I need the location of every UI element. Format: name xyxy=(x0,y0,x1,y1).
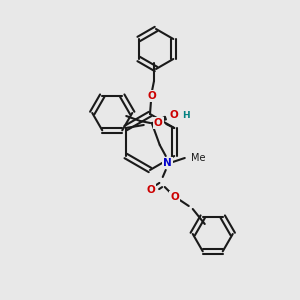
Text: H: H xyxy=(182,112,190,121)
Text: O: O xyxy=(146,185,155,195)
Text: Me: Me xyxy=(191,153,205,163)
Text: O: O xyxy=(148,91,156,101)
Text: O: O xyxy=(169,110,178,120)
Polygon shape xyxy=(152,116,166,123)
Text: O: O xyxy=(170,192,179,202)
Text: N: N xyxy=(164,158,172,168)
Text: O: O xyxy=(154,118,163,128)
